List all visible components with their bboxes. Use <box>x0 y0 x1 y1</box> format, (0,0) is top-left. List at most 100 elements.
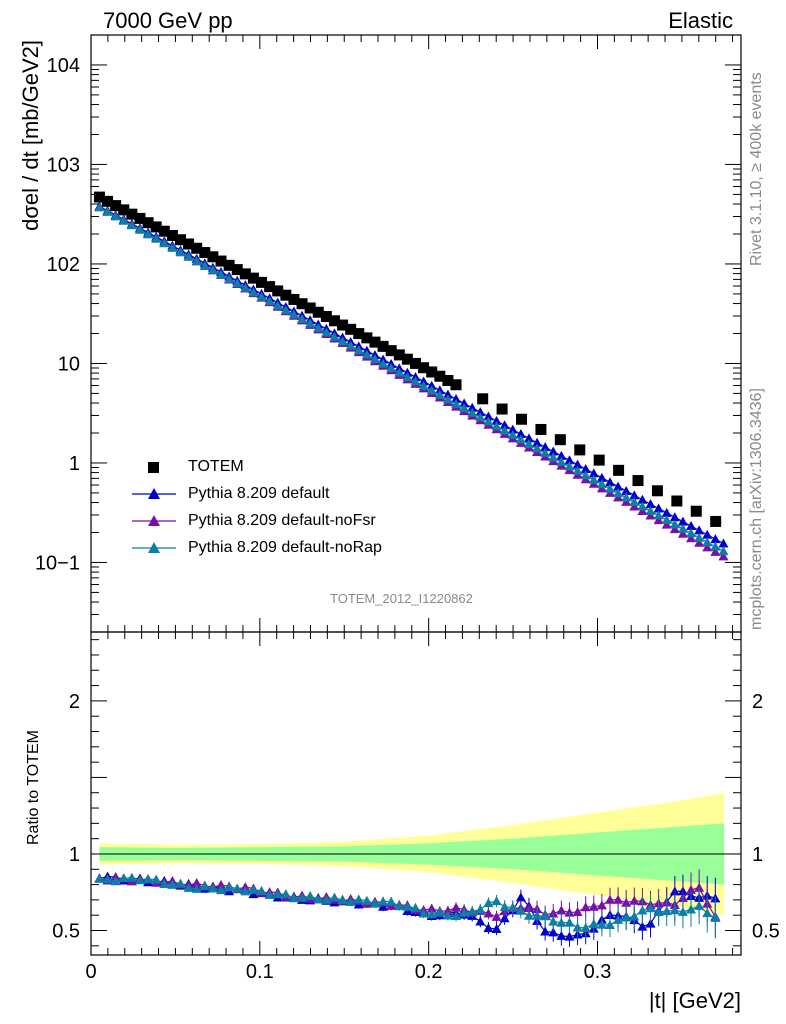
main-point-totem <box>574 444 586 456</box>
main-point-totem <box>401 353 413 365</box>
main-point-norap <box>702 537 713 547</box>
ratio-point-norap <box>410 902 421 912</box>
ratio-point-norap <box>467 906 478 916</box>
ratio-point-norap <box>207 883 218 893</box>
main-point-norap <box>361 349 372 359</box>
main-point-norap <box>110 211 121 221</box>
main-point-totem <box>102 195 114 207</box>
main-point-default <box>645 499 656 509</box>
main-point-norap <box>151 233 162 243</box>
ratio-point-nofsr <box>629 895 640 905</box>
ratio-point-norap <box>386 896 397 906</box>
ratio-point-norap <box>369 898 380 908</box>
main-point-totem <box>272 285 284 297</box>
main-point-nofsr <box>694 537 705 547</box>
ratio-point-norap <box>216 885 226 895</box>
main-point-norap <box>548 452 559 462</box>
main-point-default <box>588 468 599 478</box>
main-point-default <box>523 433 534 443</box>
ratio-point-norap <box>110 876 121 886</box>
ratio-point-norap <box>159 879 170 889</box>
main-point-default <box>532 437 543 447</box>
main-point-nofsr <box>637 506 648 516</box>
ratio-point-norap <box>540 911 551 921</box>
y-axis-label: dσel / dt [mb/GeV2] <box>18 40 43 231</box>
ratio-point-nofsr <box>564 907 575 917</box>
main-point-norap <box>418 380 429 390</box>
ratio-point-norap <box>264 889 275 899</box>
main-point-totem <box>174 234 186 246</box>
ratio-point-norap <box>580 922 591 932</box>
ratio-point-norap <box>669 905 680 915</box>
ratio-point-default <box>556 930 567 940</box>
main-point-totem <box>328 315 340 327</box>
main-point-norap <box>159 238 170 248</box>
main-point-nofsr <box>661 519 672 529</box>
ratio-point-norap <box>394 901 405 911</box>
ratio-point-norap <box>621 912 632 922</box>
main-point-totem <box>409 357 421 369</box>
main-point-norap <box>499 425 510 435</box>
main-point-default <box>499 420 510 430</box>
main-point-norap <box>467 407 478 417</box>
ratio-point-norap <box>337 895 348 905</box>
main-point-norap <box>207 264 218 274</box>
ratio-point-norap <box>604 920 615 930</box>
main-point-default <box>669 512 680 522</box>
ratio-point-norap <box>224 882 235 892</box>
ratio-point-norap <box>418 908 429 918</box>
x-axis-label: |t| [GeV2] <box>649 988 741 1013</box>
legend-marker-default <box>132 488 176 499</box>
ratio-y-axis-label: Ratio to TOTEM <box>25 730 42 845</box>
main-point-norap <box>256 291 267 301</box>
legend-marker-nofsr <box>132 515 176 526</box>
main-point-default <box>459 398 470 408</box>
main-point-default <box>418 376 429 386</box>
main-point-norap <box>353 345 364 355</box>
main-point-norap <box>572 465 583 475</box>
y-tick-label: 102 <box>47 254 80 276</box>
ratio-point-norap <box>588 918 599 928</box>
ratio-point-norap <box>199 881 210 891</box>
main-point-totem <box>353 328 365 340</box>
main-point-totem <box>393 349 405 361</box>
y-tick-label: 104 <box>47 55 80 77</box>
main-point-totem <box>345 323 357 335</box>
main-point-totem <box>434 370 446 382</box>
main-point-norap <box>629 497 640 507</box>
y-tick-label: 1 <box>69 453 80 475</box>
main-point-totem <box>418 362 430 374</box>
main-point-norap <box>297 314 308 324</box>
ratio-point-norap <box>629 911 640 921</box>
main-point-norap <box>621 492 632 502</box>
main-point-totem <box>442 375 454 387</box>
main-point-default <box>621 485 632 495</box>
main-point-nofsr <box>669 524 680 534</box>
ratio-point-norap <box>523 910 534 920</box>
ratio-point-default <box>540 926 551 936</box>
ratio-point-norap <box>118 873 129 883</box>
main-point-totem <box>477 393 489 405</box>
main-point-default <box>556 450 567 460</box>
ratio-point-norap <box>637 905 648 915</box>
main-point-norap <box>240 282 251 292</box>
main-point-totem <box>361 332 373 344</box>
main-point-norap <box>224 273 235 283</box>
main-point-totem <box>288 293 300 305</box>
chart-title-left: 7000 GeV pp <box>103 8 233 33</box>
main-point-norap <box>645 505 656 515</box>
ratio-point-nofsr <box>686 884 697 894</box>
main-point-norap <box>677 523 688 533</box>
main-point-norap <box>126 220 137 230</box>
main-point-norap <box>661 514 672 524</box>
main-point-default <box>491 415 502 425</box>
ratio-point-nofsr <box>694 882 705 892</box>
main-point-totem <box>247 272 259 284</box>
main-point-default <box>426 380 437 390</box>
main-point-default <box>686 520 697 530</box>
main-point-norap <box>143 229 154 239</box>
main-point-totem <box>710 515 722 527</box>
ratio-point-nofsr <box>216 879 226 889</box>
y-tick-label: 10 <box>58 353 80 375</box>
